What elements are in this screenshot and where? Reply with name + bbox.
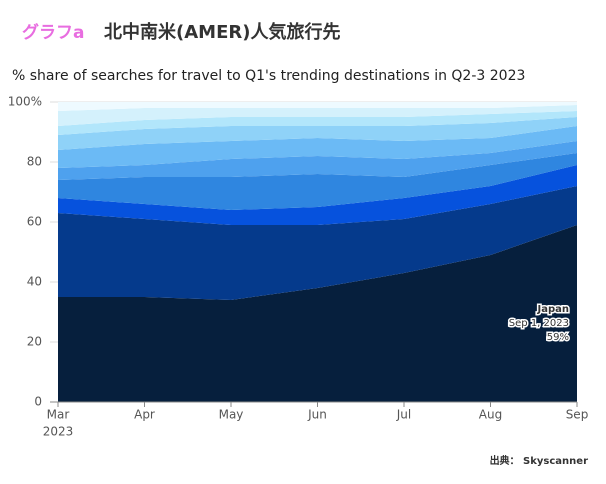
area [58,225,577,402]
annotation-name: Japan [537,304,570,315]
source: 出典： Skyscanner [490,454,589,467]
y-tick-label: 80 [27,155,42,169]
area [58,105,577,126]
tag: グラフa [22,22,84,43]
title: 北中南米(AMER)人気旅行先 [104,21,340,43]
y-tick-label: 40 [27,275,42,289]
x-tick-label: Apr [134,408,155,422]
y-tick-label: 20 [27,335,42,349]
area [58,117,577,150]
x-sub-label: 2023 [43,425,74,439]
annotation-date: Sep 1, 2023 [509,318,569,329]
y-tick-label: 0 [34,395,42,409]
x-tick-label: May [219,408,244,422]
area [58,141,577,180]
x-tick-label: Mar [47,408,70,422]
chart-title: % share of searches for travel to Q1's t… [12,68,525,84]
area [58,153,577,210]
x-tick-label: Sep [566,408,589,422]
area [58,102,577,111]
value-label: 59% [547,332,569,343]
x-tick-label: Jun [307,408,327,422]
area [58,126,577,168]
area [58,111,577,135]
x-tick-label: Aug [479,408,502,422]
area [58,186,577,300]
x-tick-label: Jul [396,408,411,422]
area [58,165,577,225]
y-tick-label: 60 [27,215,42,229]
y-tick-label: 100% [8,95,42,109]
